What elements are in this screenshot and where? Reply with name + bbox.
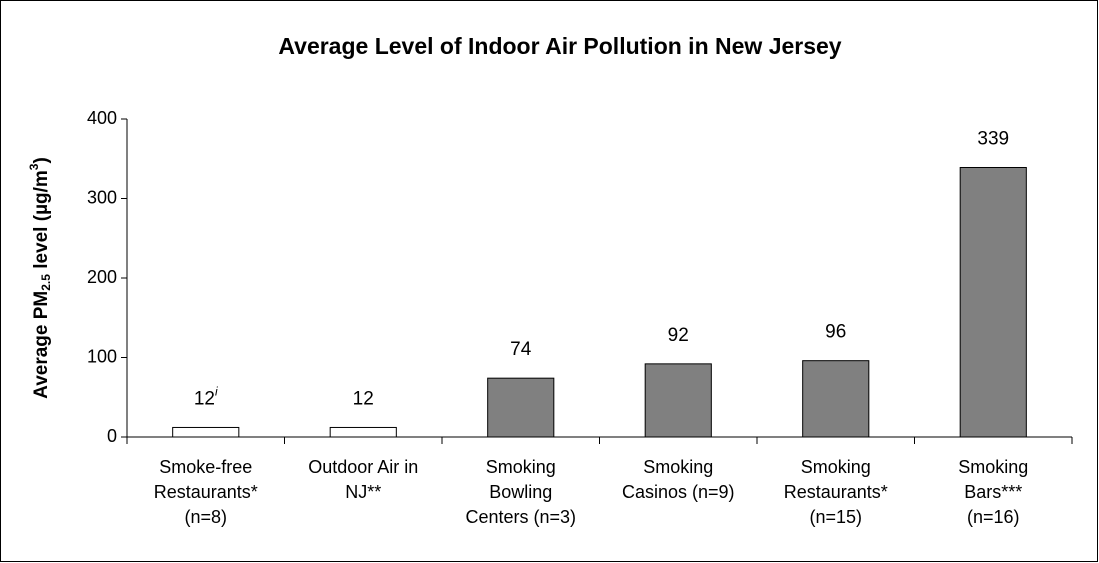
y-label-sup: 3 xyxy=(27,163,41,170)
bar xyxy=(959,166,1027,438)
value-label: 339 xyxy=(977,129,1009,150)
value-label-superscript: i xyxy=(215,385,218,399)
x-tick-label: NJ** xyxy=(345,482,381,502)
y-label-part: ) xyxy=(31,157,52,163)
y-label-part: Average PM xyxy=(31,291,52,399)
value-label-number: 92 xyxy=(668,325,689,346)
bar xyxy=(487,377,555,438)
x-tick-label: (n=8) xyxy=(184,507,227,527)
y-tick-label: 100 xyxy=(87,346,117,366)
value-label: 74 xyxy=(510,339,532,360)
bar xyxy=(644,363,712,438)
chart-title: Average Level of Indoor Air Pollution in… xyxy=(278,33,841,59)
y-axis-label: Average PM2.5 level (µg/m3) xyxy=(27,157,53,399)
bar xyxy=(802,360,870,438)
value-label-number: 74 xyxy=(510,339,532,360)
x-tick-label: Outdoor Air in xyxy=(308,457,418,477)
x-tick-label: Centers (n=3) xyxy=(465,507,576,527)
x-tick-label: Smoking xyxy=(643,457,713,477)
x-tick-label: Bars*** xyxy=(964,482,1022,502)
bar xyxy=(329,426,397,438)
x-tick-label: Casinos (n=9) xyxy=(622,482,735,502)
y-tick-label: 0 xyxy=(107,426,117,446)
x-tick-label: Bowling xyxy=(489,482,552,502)
y-label-sub: 2.5 xyxy=(39,274,53,291)
value-label-number: 12 xyxy=(194,388,215,409)
value-label-number: 96 xyxy=(825,322,846,343)
y-label-part: level (µg/m xyxy=(31,170,52,274)
value-label: 12 xyxy=(353,388,374,409)
y-tick-label: 200 xyxy=(87,267,117,287)
x-tick-label: (n=16) xyxy=(967,507,1020,527)
bar xyxy=(172,426,240,438)
x-tick-label: (n=15) xyxy=(809,507,862,527)
value-label: 12i xyxy=(194,385,218,410)
x-tick-label: Smoking xyxy=(801,457,871,477)
value-label-number: 12 xyxy=(353,388,374,409)
y-tick-label: 400 xyxy=(87,108,117,128)
value-label: 92 xyxy=(668,325,689,346)
y-tick-label: 300 xyxy=(87,187,117,207)
x-tick-label: Restaurants* xyxy=(154,482,258,502)
x-tick-label: Smoking xyxy=(486,457,556,477)
x-tick-label: Smoking xyxy=(958,457,1028,477)
value-label: 96 xyxy=(825,322,846,343)
value-label-number: 339 xyxy=(977,129,1009,150)
x-tick-label: Smoke-free xyxy=(159,457,252,477)
x-tick-label: Restaurants* xyxy=(784,482,888,502)
